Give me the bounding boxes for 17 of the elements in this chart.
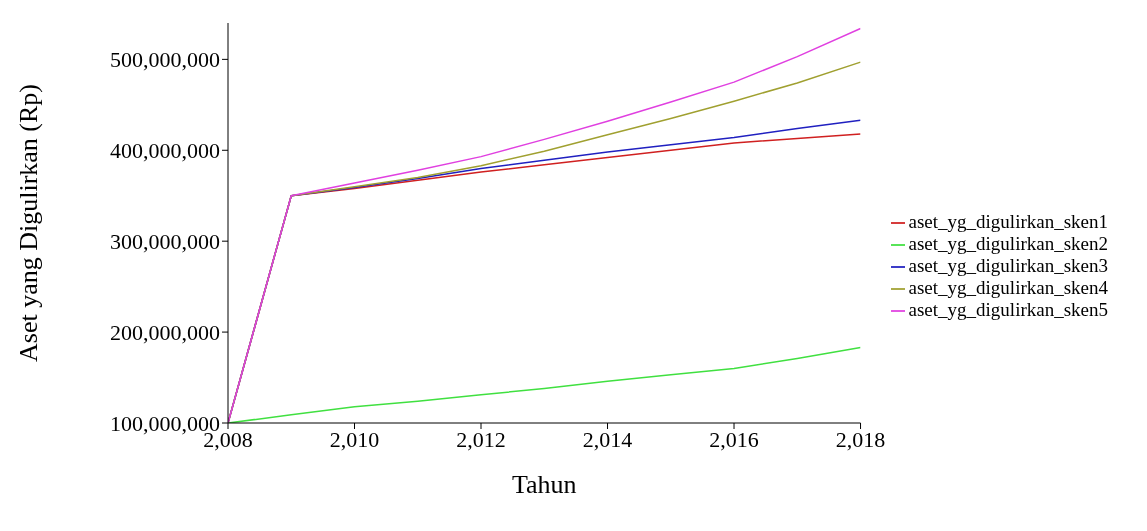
y-tick-label: 500,000,000 bbox=[110, 47, 220, 73]
x-tick-label: 2,010 bbox=[329, 426, 380, 452]
y-tick-label: 200,000,000 bbox=[110, 319, 220, 345]
legend-label: aset_yg_digulirkan_sken4 bbox=[908, 276, 1108, 298]
legend-label: aset_yg_digulirkan_sken2 bbox=[908, 232, 1108, 254]
x-axis-title: Tahun bbox=[511, 470, 577, 499]
legend-label: aset_yg_digulirkan_sken3 bbox=[908, 254, 1108, 276]
y-tick-label: 400,000,000 bbox=[110, 138, 220, 164]
y-axis-title: Aset yang Digulirkan (Rp) bbox=[14, 83, 44, 363]
y-tick-label: 300,000,000 bbox=[110, 228, 220, 254]
legend-label: aset_yg_digulirkan_sken1 bbox=[908, 210, 1108, 232]
x-tick-label: 2,018 bbox=[835, 426, 886, 452]
x-tick-label: 2,012 bbox=[456, 426, 506, 452]
legend-label: aset_yg_digulirkan_sken5 bbox=[908, 298, 1108, 320]
y-tick-label: 100,000,000 bbox=[110, 410, 220, 436]
x-tick-label: 2,016 bbox=[709, 426, 759, 452]
x-tick-label: 2,014 bbox=[582, 426, 633, 452]
